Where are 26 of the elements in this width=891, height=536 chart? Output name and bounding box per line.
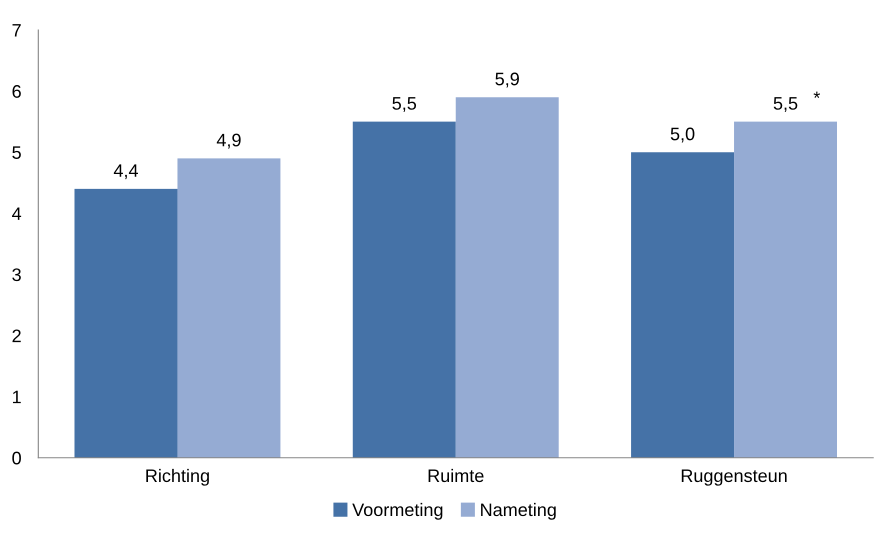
data-label: 5,5 xyxy=(774,97,798,112)
bar xyxy=(456,97,559,458)
bar xyxy=(631,152,734,458)
bar xyxy=(177,158,280,458)
data-label: 5,9 xyxy=(495,72,519,88)
legend-label: Nameting xyxy=(481,502,556,520)
data-label: 5,0 xyxy=(670,128,694,142)
x-tick-label: Ruimte xyxy=(428,468,484,482)
bar xyxy=(734,122,837,458)
x-tick-label: Richting xyxy=(146,468,209,486)
y-tick-label: 3 xyxy=(12,268,21,282)
y-tick-label: 6 xyxy=(12,85,21,98)
legend-label: Voormeting xyxy=(352,502,442,520)
y-tick-label: 7 xyxy=(12,24,21,37)
y-tick-label: 0 xyxy=(12,452,21,464)
bar xyxy=(352,122,456,458)
data-label: 5,5 xyxy=(392,97,416,112)
y-tick-label: 2 xyxy=(12,329,21,342)
x-tick-label: Ruggensteun xyxy=(682,470,787,486)
data-label: 4,9 xyxy=(216,134,241,149)
y-tick-label: 5 xyxy=(12,146,21,159)
y-tick-label: 4 xyxy=(12,207,22,220)
annotation: * xyxy=(814,92,820,98)
bar xyxy=(74,188,178,458)
y-tick-label: 1 xyxy=(12,390,21,404)
data-label: 4,4 xyxy=(114,164,138,180)
